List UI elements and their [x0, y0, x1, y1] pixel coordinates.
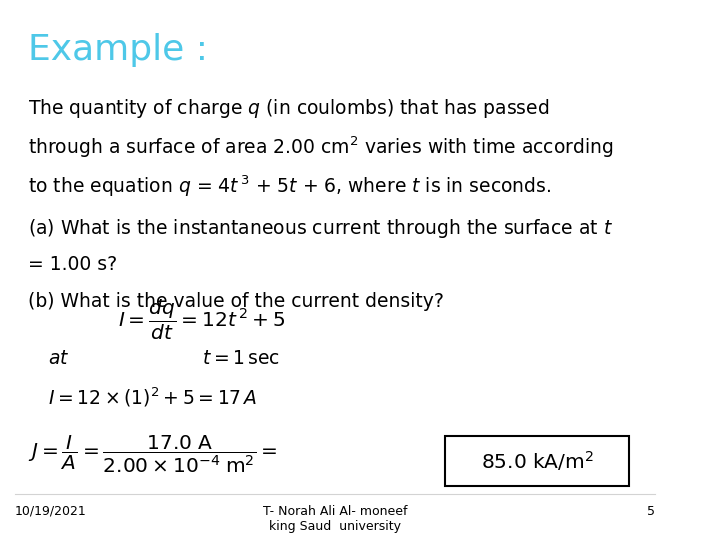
Text: $I = \dfrac{dq}{dt} = 12t^{\,2} + 5$: $I = \dfrac{dq}{dt} = 12t^{\,2} + 5$: [118, 298, 286, 342]
Text: T- Norah Ali Al- moneef
king Saud  university: T- Norah Ali Al- moneef king Saud univer…: [263, 505, 408, 533]
Text: The quantity of charge $q$ (in coulombs) that has passed: The quantity of charge $q$ (in coulombs)…: [28, 97, 549, 120]
Text: $t = 1\,\mathrm{sec}$: $t = 1\,\mathrm{sec}$: [202, 348, 279, 368]
Text: $at$: $at$: [48, 348, 70, 368]
Text: = 1.00 s?: = 1.00 s?: [28, 255, 117, 274]
Text: $85.0\ \mathrm{k A/m}^2$: $85.0\ \mathrm{k A/m}^2$: [480, 449, 593, 473]
Text: 10/19/2021: 10/19/2021: [14, 505, 86, 518]
Text: through a surface of area 2.00 cm$^2$ varies with time according: through a surface of area 2.00 cm$^2$ va…: [28, 135, 613, 160]
Text: Example :: Example :: [28, 33, 208, 67]
FancyBboxPatch shape: [445, 436, 629, 487]
Text: to the equation $q$ = 4$t\,^3$ + 5$t$ + 6, where $t$ is in seconds.: to the equation $q$ = 4$t\,^3$ + 5$t$ + …: [28, 173, 552, 199]
Text: $J = \dfrac{I}{A} = \dfrac{17.0\;\mathrm{A}}{2.00 \times 10^{-4}\;\mathrm{m}^2} : $J = \dfrac{I}{A} = \dfrac{17.0\;\mathrm…: [28, 433, 278, 475]
Text: (b) What is the value of the current density?: (b) What is the value of the current den…: [28, 292, 444, 311]
Text: $I = 12 \times \left(1\right)^2 + 5 = 17\,A$: $I = 12 \times \left(1\right)^2 + 5 = 17…: [48, 386, 258, 409]
Text: 5: 5: [647, 505, 655, 518]
Text: (a) What is the instantaneous current through the surface at $t$: (a) What is the instantaneous current th…: [28, 217, 613, 240]
